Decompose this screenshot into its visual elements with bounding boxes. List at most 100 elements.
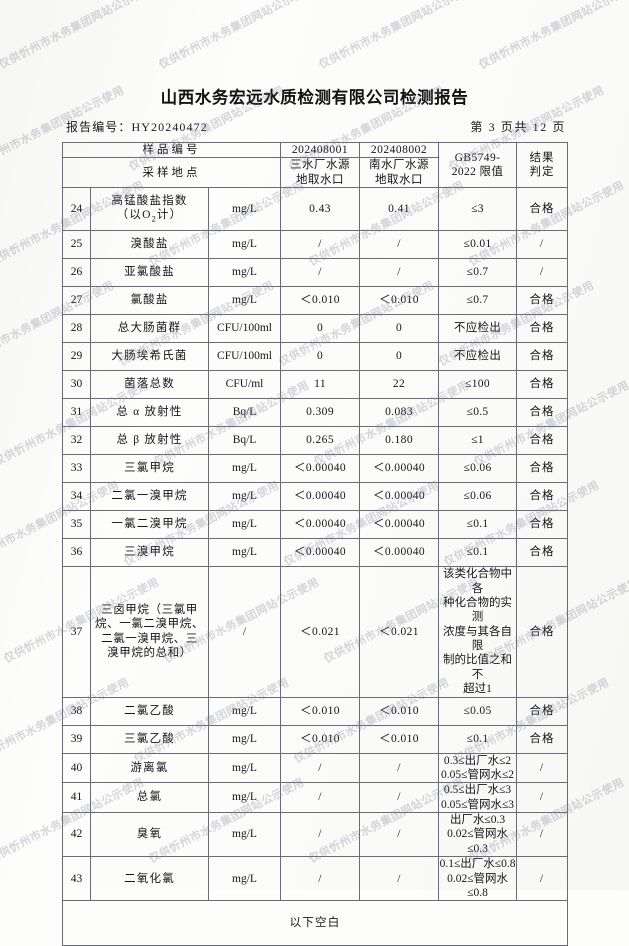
table-footer: 以下空白 [61, 900, 569, 946]
row-limit-value-line: 0.05≤管网水≤2 [441, 768, 515, 781]
row-result-value: 合格 [516, 696, 569, 726]
row-limit-value: ≤0.05 [438, 696, 518, 726]
row-unit: mg/L [207, 286, 282, 316]
table-row: 36 三溴甲烷 mg/L ＜0.00040 ＜0.00040 ≤0.1 合格 [62, 538, 569, 568]
row-number: 37 [62, 566, 91, 698]
row-sample-1-value: / [280, 856, 361, 902]
row-result-value: / [516, 752, 569, 784]
row-limit-value: 不应检出 [438, 342, 518, 372]
row-limit-value-line: 0.05≤管网水≤3 [441, 798, 515, 811]
table-row: 29 大肠埃希氏菌 CFU/100ml 0 0 不应检出 合格 [62, 342, 569, 372]
header-sample-2-site-line2: 地取水口 [375, 173, 424, 186]
row-number: 42 [62, 811, 91, 858]
row-limit-value-line: 制的比值之和不 [443, 654, 513, 681]
table-row: 24 高锰酸盐指数 （以O2计） mg/L 0.43 0.41 ≤3 合格 [62, 187, 569, 232]
row-sample-1-value: ＜0.00040 [280, 454, 361, 484]
row-limit-value-line: 0.5≤出厂水≤3 [443, 784, 512, 797]
row-sample-1-value: / [280, 811, 361, 858]
row-item-name: 三卤甲烷（三氯甲 烷、一氯二溴甲烷、 二氯一溴甲烷、三 溴甲烷的总和） [90, 566, 209, 698]
row-limit-value: ≤3 [438, 187, 518, 232]
row-result-value: 合格 [516, 187, 569, 232]
row-result-value: / [516, 782, 569, 813]
row-result-value: 合格 [516, 482, 569, 512]
row-number: 26 [62, 258, 91, 288]
row-limit-value: 该类化合物中各 种化合物的实测 浓度与其各自限 制的比值之和不 超过1 [438, 566, 518, 698]
row-number: 32 [62, 426, 91, 456]
row-item-name: 三氯甲烷 [90, 454, 209, 484]
row-limit-value-line: 该类化合物中各 [443, 568, 513, 595]
page-number: 第 3 页共 12 页 [470, 120, 566, 134]
row-number: 43 [62, 856, 91, 902]
row-number: 38 [62, 696, 91, 726]
header-sample-1-site-line1: 三水厂水源 [290, 159, 351, 172]
row-sample-2-value: 0 [359, 314, 440, 344]
row-result-value: / [516, 258, 569, 288]
row-unit: / [207, 566, 282, 698]
row-sample-1-value: / [280, 752, 361, 784]
row-item-name-line: 二氯一溴甲烷、三 [101, 632, 198, 645]
row-result-value: / [516, 811, 569, 858]
table-row: 32 总 β 放射性 Bq/L 0.265 0.180 ≤1 合格 [62, 426, 569, 456]
row-sample-2-value: ＜0.010 [359, 696, 440, 726]
table-row: 35 一氯二溴甲烷 mg/L ＜0.00040 ＜0.00040 ≤0.1 合格 [62, 510, 569, 540]
row-number: 34 [62, 482, 91, 512]
header-limit-standard: GB5749- 2022 限值 [438, 141, 518, 189]
header-row-sample-no: 样品编号 202408001 202408002 GB5749- 2022 限值… [61, 141, 569, 189]
row-unit: mg/L [207, 538, 282, 568]
row-unit: mg/L [207, 482, 282, 512]
row-sample-2-value: 0 [359, 342, 440, 372]
row-sample-2-value: 0.083 [359, 398, 440, 428]
table-row: 34 二氯一溴甲烷 mg/L ＜0.00040 ＜0.00040 ≤0.06 合格 [62, 482, 569, 512]
header-sample-2-site-line1: 南水厂水源 [369, 159, 430, 172]
row-limit-value: 不应检出 [438, 314, 518, 344]
row-result-value: 合格 [516, 566, 569, 698]
row-sample-2-value: ＜0.010 [359, 724, 440, 754]
row-unit: CFU/100ml [207, 342, 282, 372]
row-sample-1-value: / [280, 782, 361, 813]
row-limit-value: ≤0.06 [438, 454, 518, 484]
row-item-name: 溴酸盐 [90, 230, 209, 260]
row-result-value: 合格 [516, 538, 569, 568]
row-item-name: 二氧化氯 [90, 856, 209, 902]
row-limit-value: ≤0.06 [438, 482, 518, 512]
row-number: 30 [62, 370, 91, 400]
row-number: 27 [62, 286, 91, 316]
header-limit-line1: GB5749- [454, 151, 501, 164]
row-sample-1-value: ＜0.00040 [280, 482, 361, 512]
table-row: 33 三氯甲烷 mg/L ＜0.00040 ＜0.00040 ≤0.06 合格 [62, 454, 569, 484]
row-sample-2-value: 0.41 [359, 187, 440, 232]
header-result-line2: 判定 [529, 166, 555, 179]
table-row: 40 游离氯 mg/L //0.3≤出厂水≤2 0.05≤管网水≤2/ [62, 752, 569, 784]
row-result-value: 合格 [516, 510, 569, 540]
table-row: 25 溴酸盐 mg/L / / ≤0.01/ [62, 230, 569, 260]
row-unit: Bq/L [207, 426, 282, 456]
row-result-value: 合格 [516, 314, 569, 344]
row-item-name: 三溴甲烷 [90, 538, 209, 568]
test-results-table: 样品编号 202408001 202408002 GB5749- 2022 限值… [61, 141, 569, 946]
row-result-value: 合格 [516, 286, 569, 316]
row-unit: CFU/100ml [207, 314, 282, 344]
row-number: 24 [62, 187, 91, 232]
document-content: 山西水务宏远水质检测有限公司检测报告 报告编号：HY20240472 第 3 页… [61, 88, 569, 946]
row-sample-2-value: ＜0.00040 [359, 538, 440, 568]
row-unit: mg/L [207, 752, 282, 784]
row-result-value: 合格 [516, 426, 569, 456]
row-sample-1-value: 0.265 [280, 426, 361, 456]
row-number: 25 [62, 230, 91, 260]
blank-note-row: 以下空白 [61, 900, 569, 946]
row-item-name: 总 α 放射性 [90, 398, 209, 428]
row-item-name-line: 高锰酸盐指数 [111, 194, 188, 207]
row-item-name-line: 烷、一氯二溴甲烷、 [95, 618, 204, 631]
row-limit-value-line: 种化合物的实测 [443, 596, 513, 624]
header-sample-2-no: 202408002 [359, 141, 440, 159]
table-row: 30 菌落总数 CFU/ml 11 22 ≤100 合格 [62, 370, 569, 400]
row-limit-value-line: 0.02≤管网水≤0.8 [447, 872, 508, 899]
row-sample-2-value: / [359, 782, 440, 813]
row-item-name: 菌落总数 [90, 370, 209, 400]
row-unit: mg/L [207, 510, 282, 540]
row-sample-2-value: / [359, 230, 440, 260]
row-item-name: 一氯二溴甲烷 [90, 510, 209, 540]
row-item-name-line: 三卤甲烷（三氯甲 [101, 604, 198, 617]
row-unit: mg/L [207, 696, 282, 726]
row-result-value: / [516, 230, 569, 260]
